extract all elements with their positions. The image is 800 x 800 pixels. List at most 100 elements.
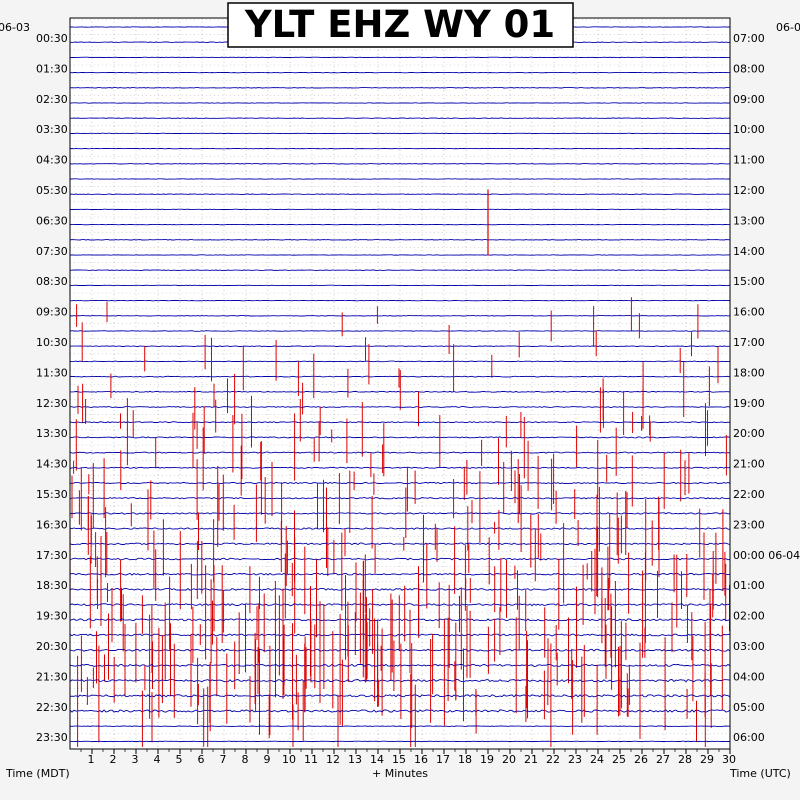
trace-row-31 [69, 481, 731, 485]
right-time-label: 09:00 [733, 93, 765, 106]
left-time-label: 22:30 [36, 701, 68, 714]
x-tick-label: 21 [524, 753, 538, 766]
right-time-label: 08:00 [733, 62, 765, 75]
x-tick-label: 24 [590, 753, 604, 766]
x-tick-label: 11 [304, 753, 318, 766]
left-time-label: 11:30 [36, 366, 68, 379]
x-tick-label: 4 [154, 753, 161, 766]
x-tick-label: 9 [264, 753, 271, 766]
date-right: 06-0 [776, 21, 800, 34]
left-time-label: 04:30 [36, 154, 68, 167]
x-tick-label: 27 [656, 753, 670, 766]
x-tick-label: 23 [568, 753, 582, 766]
x-tick-label: 7 [220, 753, 227, 766]
x-tick-label: 14 [370, 753, 384, 766]
right-time-label: 01:00 [733, 579, 765, 592]
right-time-label: 21:00 [733, 458, 765, 471]
left-time-label: 03:30 [36, 123, 68, 136]
x-tick-label: 22 [546, 753, 560, 766]
right-time-label: 13:00 [733, 214, 765, 227]
x-tick-label: 20 [502, 753, 516, 766]
trace-row-29 [69, 451, 731, 454]
trace-row-30 [69, 466, 731, 469]
right-time-label: 04:00 [733, 670, 765, 683]
x-tick-label: 28 [678, 753, 692, 766]
trace-row-27 [69, 421, 731, 424]
right-time-label: 17:00 [733, 336, 765, 349]
right-time-label: 14:00 [733, 245, 765, 258]
right-time-labels: 07:00 08:00 09:00 10:00 11:00 12:00 13:00 14:00… [733, 32, 800, 744]
right-time-label: 12:00 [733, 184, 765, 197]
right-time-label: 16:00 [733, 306, 765, 319]
right-time-label: 10:00 [733, 123, 765, 136]
right-time-label: 22:00 [733, 488, 765, 501]
x-tick-label: 12 [326, 753, 340, 766]
right-time-label: 18:00 [733, 366, 765, 379]
trace-row-28 [69, 436, 731, 439]
x-tick-label: 26 [634, 753, 648, 766]
left-time-label: 06:30 [36, 214, 68, 227]
x-tick-label: 1 [88, 753, 95, 766]
x-tick-label: 30 [722, 753, 736, 766]
right-time-label: 15:00 [733, 275, 765, 288]
left-time-label: 21:30 [36, 670, 68, 683]
right-time-label: 02:00 [733, 610, 765, 623]
trace-row-25 [69, 390, 731, 393]
left-time-label: 14:30 [36, 458, 68, 471]
x-axis-ticks: 1 2 3 4 5 6 7 8 9 10 11 12 13 14 15 16 17 18 19 20 21 22 23 24 2… [80, 749, 736, 766]
left-time-labels: 00:30 01:30 02:30 03:30 04:30 05:30 06:30 07:30… [36, 32, 68, 744]
left-time-label: 02:30 [36, 93, 68, 106]
left-axis-title: Time (MDT) [5, 767, 70, 780]
left-time-label: 12:30 [36, 397, 68, 410]
trace-row-36 [69, 557, 731, 561]
x-tick-label: 6 [198, 753, 205, 766]
x-tick-label: 10 [282, 753, 296, 766]
left-time-label: 08:30 [36, 275, 68, 288]
trace-row-35 [69, 542, 731, 546]
left-time-label: 16:30 [36, 518, 68, 531]
left-time-label: 23:30 [36, 731, 68, 744]
x-tick-label: 5 [176, 753, 183, 766]
title-box [227, 2, 574, 48]
right-time-label: 06:00 [733, 731, 765, 744]
trace-row-26 [69, 406, 731, 408]
trace-row-22 [69, 345, 731, 347]
left-time-label: 13:30 [36, 427, 68, 440]
x-tick-label: 18 [458, 753, 472, 766]
trace-row-38 [69, 587, 731, 591]
x-tick-label: 29 [700, 753, 714, 766]
left-time-label: 20:30 [36, 640, 68, 653]
x-tick-label: 19 [480, 753, 494, 766]
left-time-label: 00:30 [36, 32, 68, 45]
x-tick-label: 8 [242, 753, 249, 766]
left-time-label: 07:30 [36, 245, 68, 258]
right-time-label: 20:00 [733, 427, 765, 440]
right-time-label: 03:00 [733, 640, 765, 653]
left-time-label: 17:30 [36, 549, 68, 562]
right-time-label: 11:00 [733, 154, 765, 167]
trace-row-21 [69, 330, 731, 332]
right-axis-title: Time (UTC) [729, 767, 791, 780]
left-time-label: 19:30 [36, 610, 68, 623]
x-tick-label: 15 [392, 753, 406, 766]
left-time-label: 01:30 [36, 62, 68, 75]
left-time-label: 05:30 [36, 184, 68, 197]
left-time-label: 09:30 [36, 306, 68, 319]
trace-row-33 [69, 512, 731, 515]
right-time-label: 05:00 [733, 701, 765, 714]
x-tick-label: 17 [436, 753, 450, 766]
trace-row-32 [69, 496, 731, 500]
chart-title: YLT EHZ WY 01 [244, 3, 555, 46]
trace-row-23 [69, 360, 731, 363]
right-time-label: 19:00 [733, 397, 765, 410]
right-time-label: 00:00 06-04 [733, 549, 800, 562]
right-time-label: 23:00 [733, 518, 765, 531]
left-time-label: 10:30 [36, 336, 68, 349]
right-time-label: 07:00 [733, 32, 765, 45]
x-tick-label: 25 [612, 753, 626, 766]
x-tick-label: 13 [348, 753, 362, 766]
x-axis-label: + Minutes [372, 767, 428, 780]
date-left: 06-03 [0, 21, 30, 34]
trace-row-34 [69, 527, 730, 530]
